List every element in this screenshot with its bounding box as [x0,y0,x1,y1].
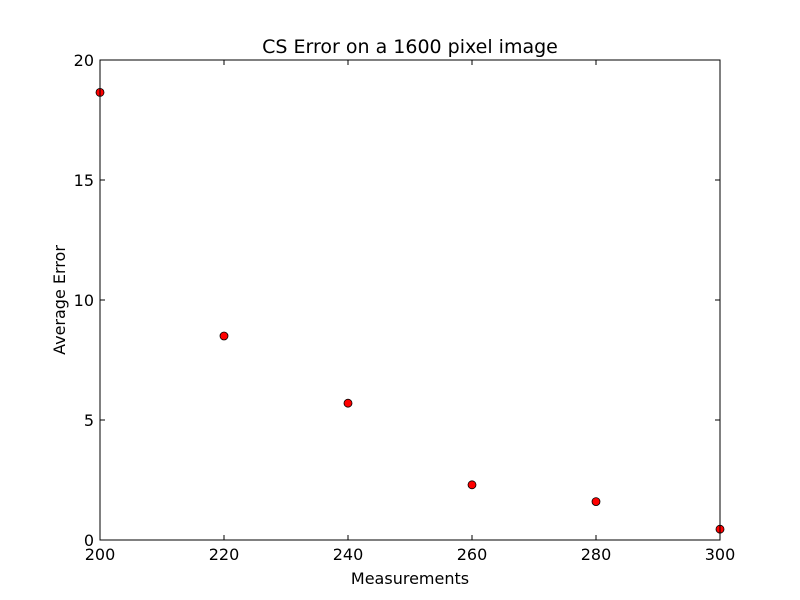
x-tick-label-3: 260 [457,545,488,564]
x-tick-label-2: 240 [333,545,364,564]
x-axis-label: Measurements [351,569,469,588]
y-tick-label-2: 10 [74,291,94,310]
x-tick-label-5: 300 [705,545,736,564]
y-tick-label-1: 5 [84,411,94,430]
tick-marks [99,59,721,541]
data-point-1 [219,331,229,341]
plot-frame [99,59,721,541]
chart-title: CS Error on a 1600 pixel image [262,36,558,58]
y-tick-label-4: 20 [74,51,94,70]
data-point-2 [343,398,353,408]
y-tick-label-0: 0 [84,531,94,550]
tick-labels: 200 220 240 260 280 300 0 5 10 15 20 [74,51,736,564]
x-tick-label-0: 200 [85,545,116,564]
data-points [95,88,725,534]
x-tick-label-1: 220 [209,545,240,564]
y-axis-label: Average Error [50,245,69,355]
x-tick-label-4: 280 [581,545,612,564]
data-point-3 [467,480,477,490]
data-point-4 [591,497,601,507]
y-tick-label-3: 15 [74,171,94,190]
